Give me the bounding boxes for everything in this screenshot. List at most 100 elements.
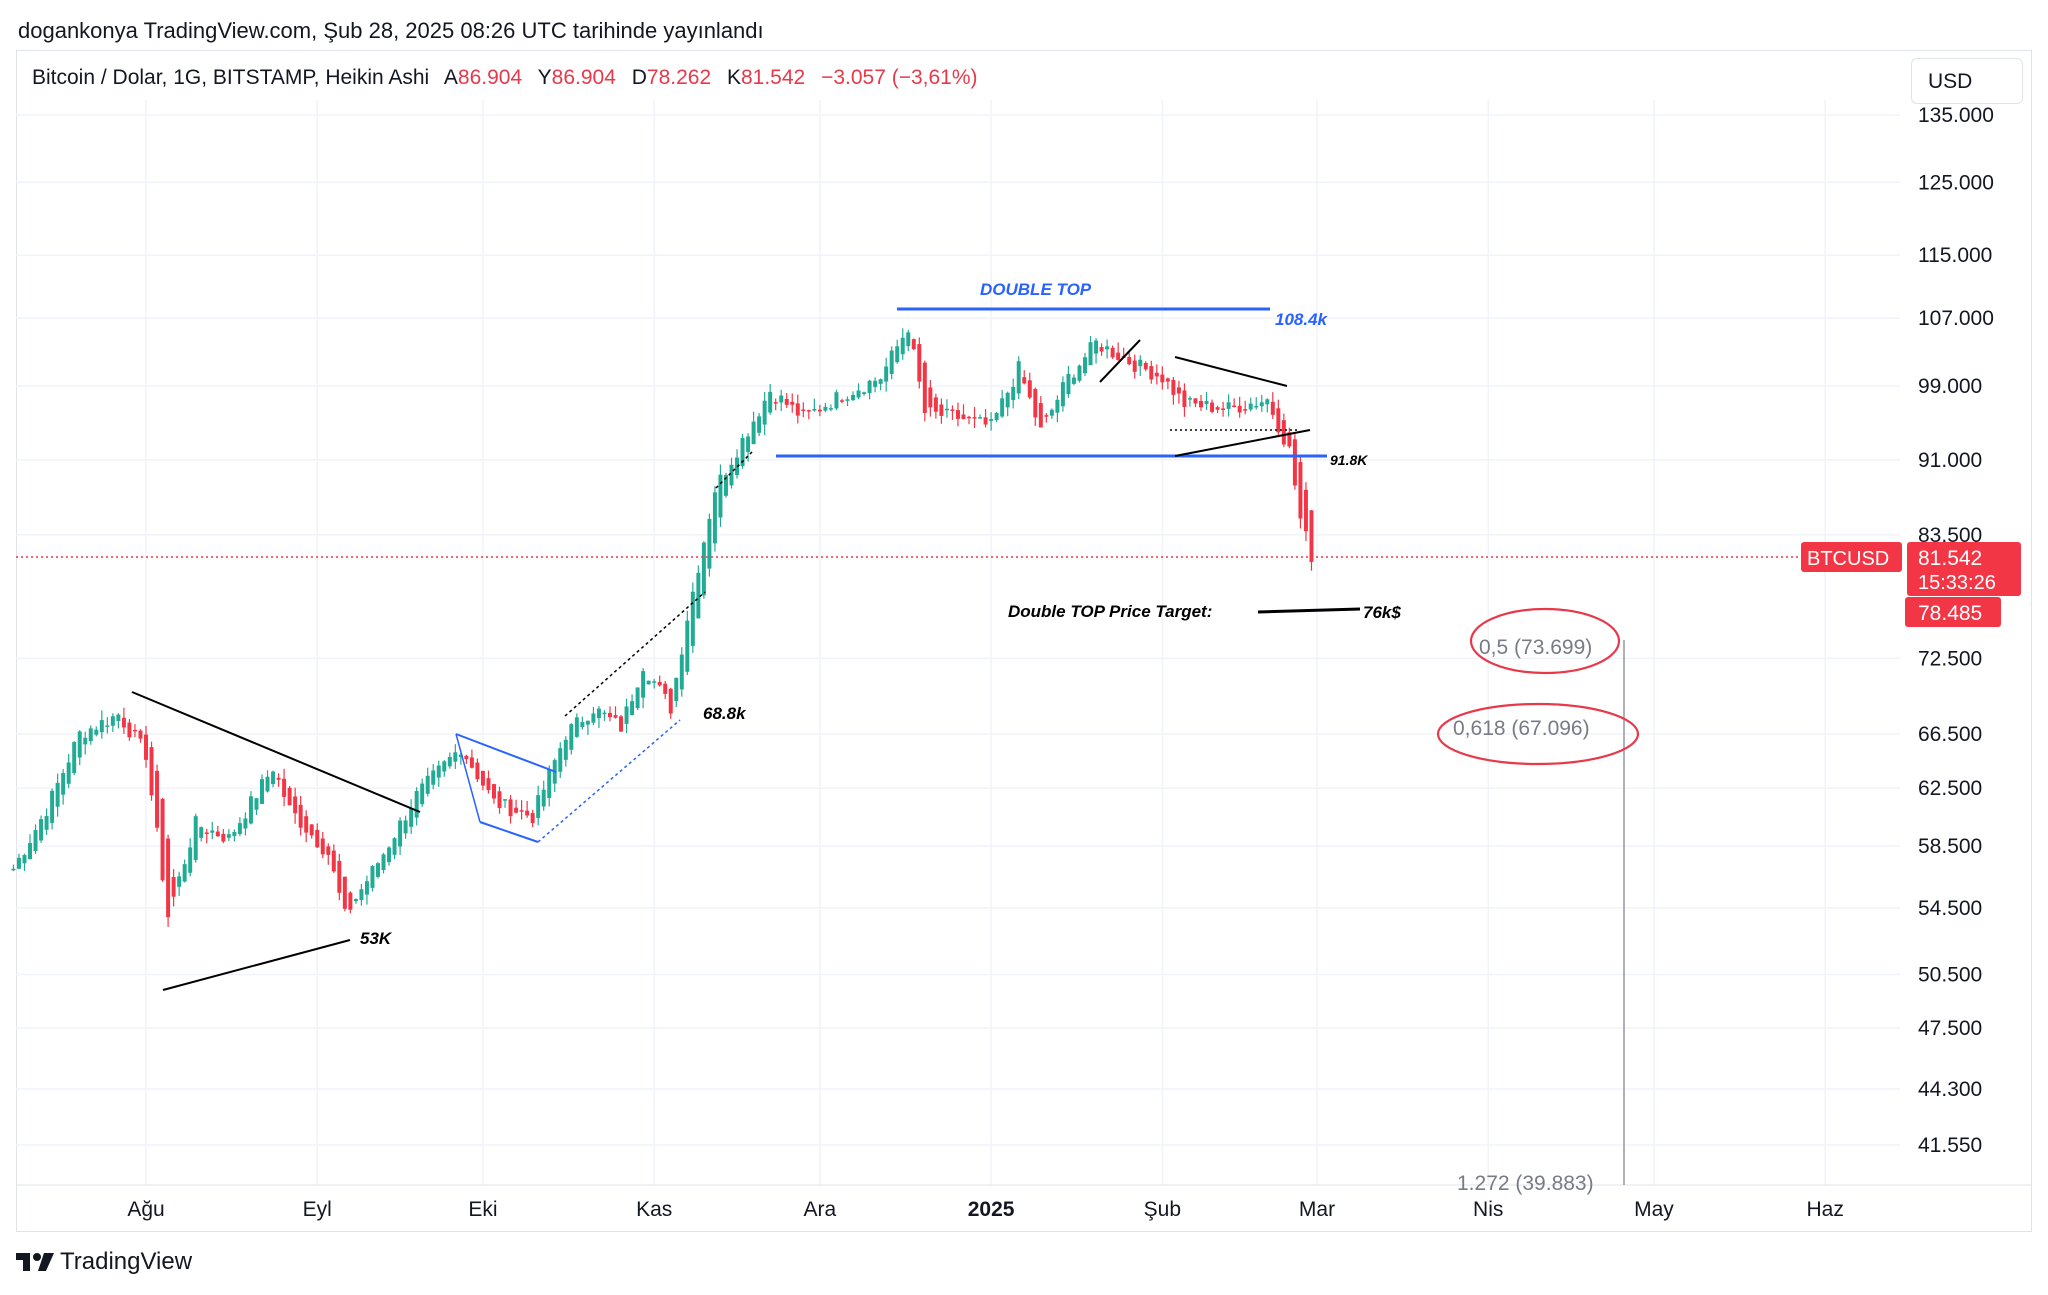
candle-body	[652, 681, 657, 683]
symbol-badge: BTCUSD	[1807, 548, 1889, 570]
x-tick-label: Şub	[1144, 1198, 1181, 1221]
fib-texts: 0,5 (73.699) 0,618 (67.096) 1.272 (39.88…	[1453, 636, 1594, 1195]
candle-body	[939, 404, 944, 416]
channel-mid	[715, 451, 753, 489]
candle-body	[989, 419, 994, 421]
candle-body	[1281, 420, 1286, 445]
candle-body	[99, 720, 104, 733]
candle-body	[547, 769, 552, 799]
fib-05-circle	[1469, 607, 1621, 675]
candle-body	[536, 795, 541, 819]
candle-body	[1138, 359, 1143, 367]
candle-body	[558, 748, 563, 772]
candle-body	[928, 387, 933, 408]
y-tick-label: 50.500	[1918, 963, 1982, 986]
y-tick-label: 125.000	[1918, 171, 1994, 194]
candle-body	[116, 714, 121, 721]
candle-body	[155, 770, 160, 828]
candle-body	[1011, 386, 1016, 401]
candle-body	[458, 754, 463, 757]
candle-body	[806, 410, 811, 412]
candle-body	[403, 820, 408, 834]
candle-body	[1022, 377, 1027, 384]
currency-button[interactable]: USD	[1911, 58, 2023, 104]
candle-body	[1171, 379, 1176, 395]
candle-body	[1199, 400, 1203, 408]
candle-body	[1237, 405, 1242, 413]
candle-body	[900, 337, 905, 355]
y-tick-label: 58.500	[1918, 835, 1982, 858]
candle-body	[525, 810, 530, 816]
candle-body	[287, 787, 292, 806]
y-tick-label: 44.300	[1918, 1078, 1982, 1101]
publish-info: dogankonya TradingView.com, Şub 28, 2025…	[18, 18, 764, 43]
symbol-name[interactable]: Bitcoin / Dolar, 1G, BITSTAMP, Heikin As…	[32, 66, 430, 89]
candle-body	[508, 799, 513, 817]
candle-body	[486, 778, 491, 791]
candle-body	[160, 798, 165, 881]
candle-body	[790, 401, 795, 405]
x-axis: Ağu Eyl Eki Kas Ara 2025 Şub Mar Nis May Haz	[127, 1198, 1844, 1221]
candle-body	[1309, 510, 1314, 562]
candle-body	[889, 350, 894, 374]
channel-upper	[564, 591, 706, 717]
symbol-legend: Bitcoin / Dolar, 1G, BITSTAMP, Heikin As…	[32, 66, 978, 90]
wedge-upper	[1174, 356, 1288, 387]
flag-left	[455, 733, 481, 823]
label-53k: 53K	[360, 929, 393, 948]
candle-body	[398, 820, 403, 847]
open-label: A	[443, 66, 458, 89]
candle-body	[431, 770, 436, 785]
candle-body	[917, 344, 922, 382]
candle-body	[1116, 352, 1121, 360]
fib-0618-label: 0,618 (67.096)	[1453, 717, 1590, 740]
candle-body	[514, 807, 519, 813]
candle-body	[44, 816, 49, 830]
candle-body	[144, 734, 148, 760]
candle-body	[585, 720, 590, 725]
candle-body	[265, 776, 270, 792]
candle-body	[1066, 373, 1071, 395]
candle-body	[464, 755, 469, 760]
candles-layer	[11, 328, 1314, 927]
candle-body	[1071, 377, 1076, 384]
candle-body	[22, 854, 27, 864]
candle-body	[519, 810, 524, 812]
candle-body	[1176, 387, 1181, 394]
candle-body	[1055, 399, 1060, 413]
candle-body	[812, 408, 817, 411]
candle-body	[1298, 462, 1303, 519]
candle-body	[16, 857, 21, 869]
candle-body	[387, 847, 392, 863]
candle-body	[873, 380, 878, 387]
candle-body	[1193, 398, 1198, 404]
candle-body	[1049, 409, 1054, 416]
candle-body	[77, 731, 82, 758]
x-tick-label: May	[1634, 1198, 1674, 1221]
candle-body	[177, 876, 182, 887]
candle-body	[1259, 402, 1264, 407]
candle-body	[1105, 346, 1110, 350]
candle-body	[950, 409, 955, 411]
y-axis: 135.000 125.000 115.000 107.000 99.000 91.000…	[1918, 104, 1994, 1157]
candle-body	[696, 572, 701, 619]
candle-body	[254, 798, 259, 810]
change-value: −3.057 (−3,61%)	[821, 66, 978, 89]
y-tick-label: 115.000	[1918, 244, 1992, 267]
candle-body	[607, 712, 612, 718]
candle-body	[955, 410, 960, 419]
candle-body	[1221, 408, 1226, 410]
candle-body	[215, 831, 220, 837]
candle-body	[972, 417, 977, 419]
candle-body	[1265, 399, 1270, 405]
candle-body	[1027, 380, 1032, 398]
candle-body	[828, 408, 833, 410]
candle-body	[1215, 407, 1220, 410]
x-tick-label: Ara	[804, 1198, 837, 1221]
candle-body	[94, 729, 99, 735]
candle-body	[1276, 408, 1281, 433]
candle-body	[961, 414, 966, 420]
price-chart[interactable]: 135.000 125.000 115.000 107.000 99.000 91.000…	[0, 0, 2048, 1240]
candle-body	[701, 542, 706, 596]
target-text: Double TOP Price Target:	[1008, 602, 1212, 621]
